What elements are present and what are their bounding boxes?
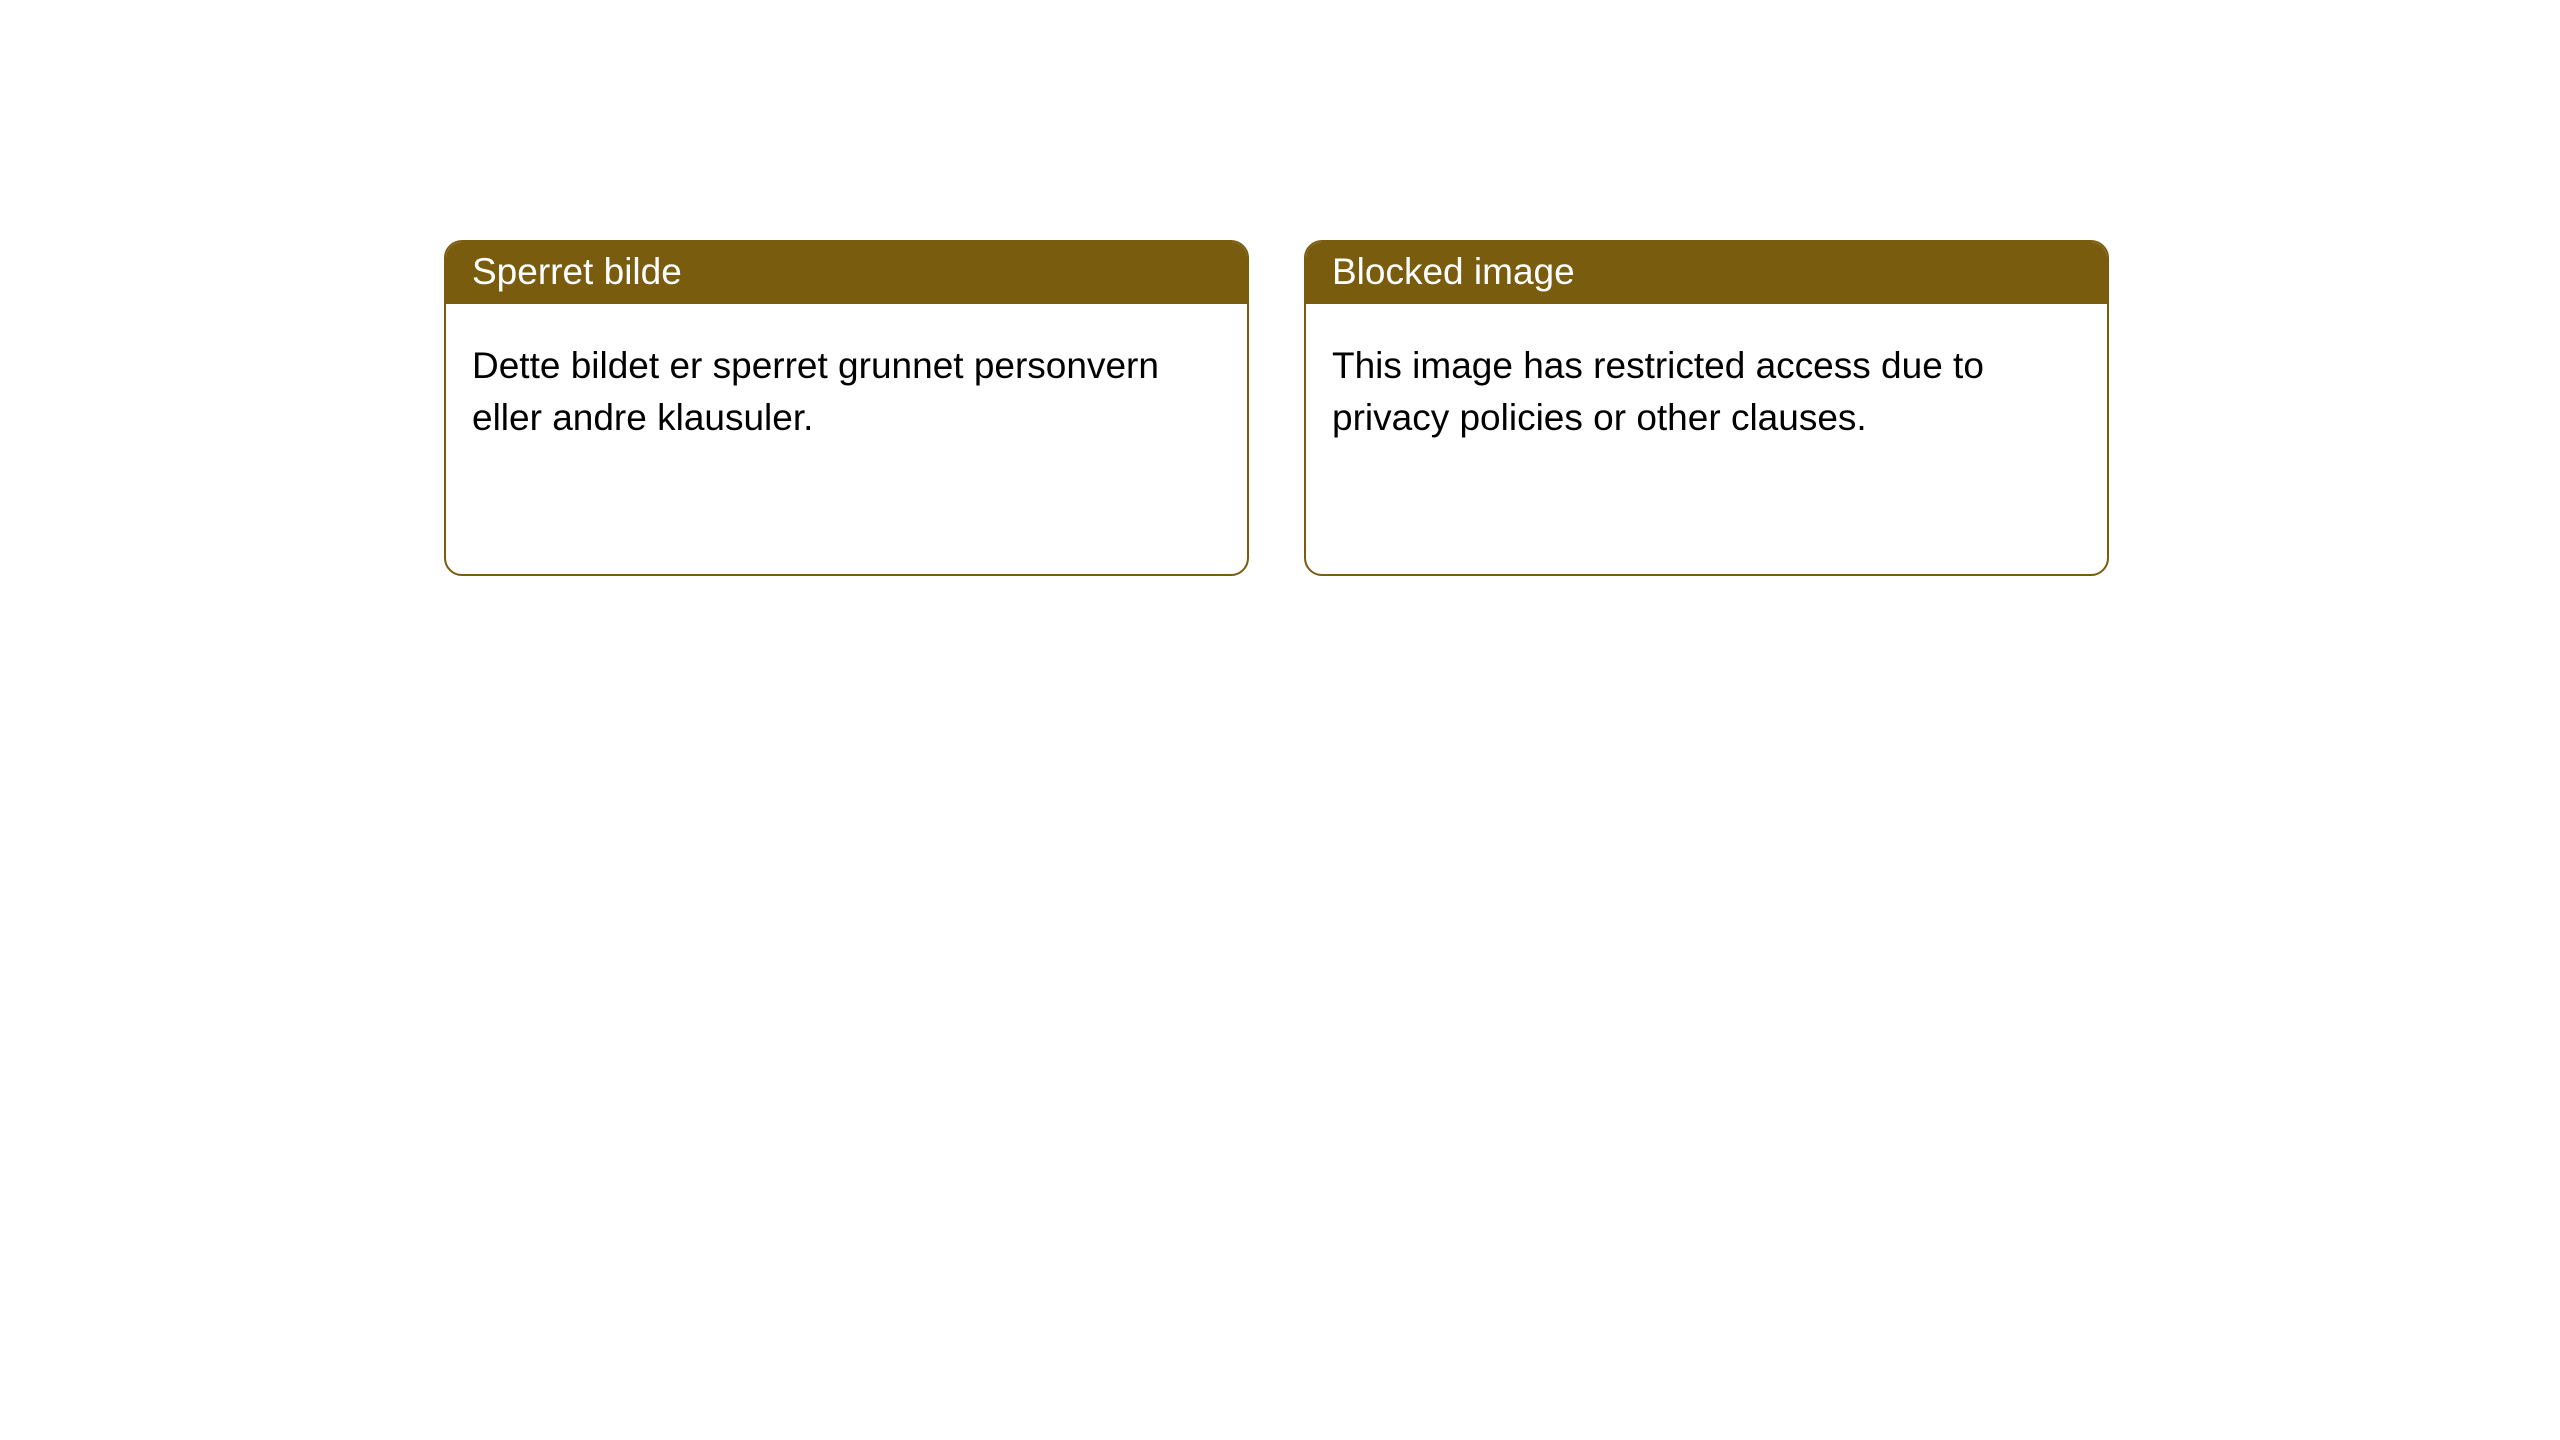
- notice-title: Blocked image: [1332, 251, 1575, 292]
- notice-body: This image has restricted access due to …: [1306, 304, 2107, 480]
- notice-header: Blocked image: [1306, 242, 2107, 304]
- notice-box-norwegian: Sperret bilde Dette bildet er sperret gr…: [444, 240, 1249, 576]
- notice-body-text: This image has restricted access due to …: [1332, 345, 1984, 438]
- notice-body: Dette bildet er sperret grunnet personve…: [446, 304, 1247, 480]
- notice-container: Sperret bilde Dette bildet er sperret gr…: [0, 0, 2560, 576]
- notice-body-text: Dette bildet er sperret grunnet personve…: [472, 345, 1159, 438]
- notice-box-english: Blocked image This image has restricted …: [1304, 240, 2109, 576]
- notice-header: Sperret bilde: [446, 242, 1247, 304]
- notice-title: Sperret bilde: [472, 251, 682, 292]
